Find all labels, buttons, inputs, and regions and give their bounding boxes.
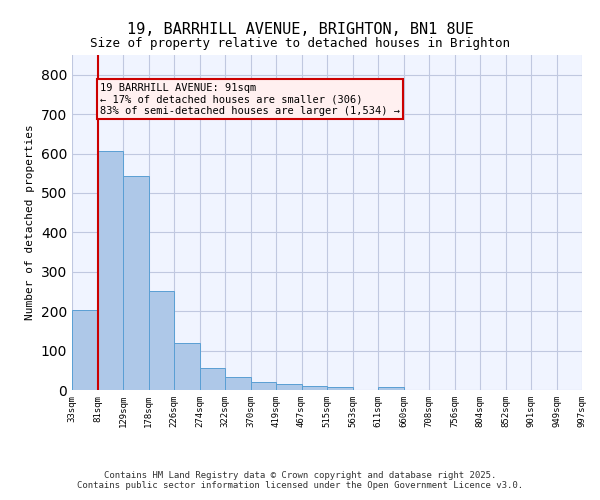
Text: 19, BARRHILL AVENUE, BRIGHTON, BN1 8UE: 19, BARRHILL AVENUE, BRIGHTON, BN1 8UE [127,22,473,38]
Bar [251,382,276,390]
Text: Contains HM Land Registry data © Crown copyright and database right 2025.
Contai: Contains HM Land Registry data © Crown c… [77,470,523,490]
Bar [199,368,225,390]
Text: Size of property relative to detached houses in Brighton: Size of property relative to detached ho… [90,38,510,51]
Bar [378,387,404,390]
Bar [123,176,149,390]
Bar [72,310,97,390]
Text: 19 BARRHILL AVENUE: 91sqm
← 17% of detached houses are smaller (306)
83% of semi: 19 BARRHILL AVENUE: 91sqm ← 17% of detac… [100,82,400,116]
Bar [149,292,174,390]
Y-axis label: Number of detached properties: Number of detached properties [25,124,35,320]
Bar [302,386,327,390]
Bar [174,342,199,390]
Bar [276,384,302,390]
Bar [225,377,251,390]
Bar [97,151,123,390]
Bar [327,387,353,390]
